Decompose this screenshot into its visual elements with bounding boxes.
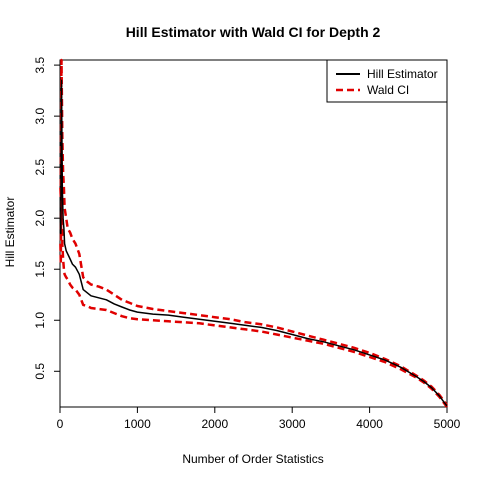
y-tick-label: 2.5 xyxy=(33,158,47,175)
legend-label-wald: Wald CI xyxy=(367,83,409,97)
x-tick-label: 5000 xyxy=(434,417,461,431)
wald-ci-line-1 xyxy=(59,58,448,406)
x-tick-label: 1000 xyxy=(124,417,151,431)
series-layer xyxy=(59,58,448,408)
wald-ci-line-2 xyxy=(59,145,448,408)
chart-title: Hill Estimator with Wald CI for Depth 2 xyxy=(126,24,381,40)
legend: Hill Estimator Wald CI xyxy=(326,59,448,103)
x-axis-label: Number of Order Statistics xyxy=(182,452,323,466)
y-tick-label: 1.0 xyxy=(33,312,47,329)
legend-box xyxy=(326,59,448,103)
y-tick-label: 1.5 xyxy=(33,261,47,278)
plot-frame xyxy=(59,59,448,408)
legend-label-hill: Hill Estimator xyxy=(367,67,438,81)
y-axis-label: Hill Estimator xyxy=(3,197,17,268)
x-tick-label: 3000 xyxy=(279,417,306,431)
y-axis-ticks: 0.5 1.0 1.5 2.0 2.5 3.0 3.5 xyxy=(33,56,60,380)
y-tick-label: 3.5 xyxy=(33,56,47,73)
x-tick-label: 0 xyxy=(57,417,64,431)
x-tick-label: 2000 xyxy=(201,417,228,431)
y-tick-label: 2.0 xyxy=(33,210,47,227)
x-tick-label: 4000 xyxy=(356,417,383,431)
hill-estimator-line xyxy=(59,79,448,407)
y-tick-label: 0.5 xyxy=(33,363,47,380)
x-axis-ticks: 0 1000 2000 3000 4000 5000 xyxy=(57,407,461,431)
y-tick-label: 3.0 xyxy=(33,107,47,124)
